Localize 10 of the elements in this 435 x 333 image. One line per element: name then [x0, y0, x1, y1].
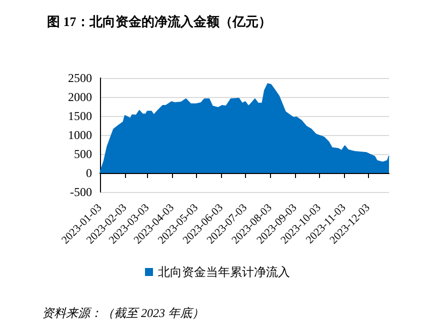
y-tick-label: 500 [74, 147, 92, 161]
y-tick-label: 2000 [68, 90, 92, 104]
legend-label: 北向资金当年累计净流入 [158, 265, 290, 279]
y-tick-label: 0 [86, 166, 92, 180]
text: 资料来源：（截至 2023 年底） [42, 306, 204, 320]
y-tick-label: 1000 [68, 128, 92, 142]
y-tick-label: 2500 [68, 71, 92, 85]
chart-title: 图 17：北向资金的净流入金额（亿元） [47, 14, 272, 29]
y-tick-label: 1500 [68, 109, 92, 123]
y-tick-label: -500 [70, 185, 92, 199]
